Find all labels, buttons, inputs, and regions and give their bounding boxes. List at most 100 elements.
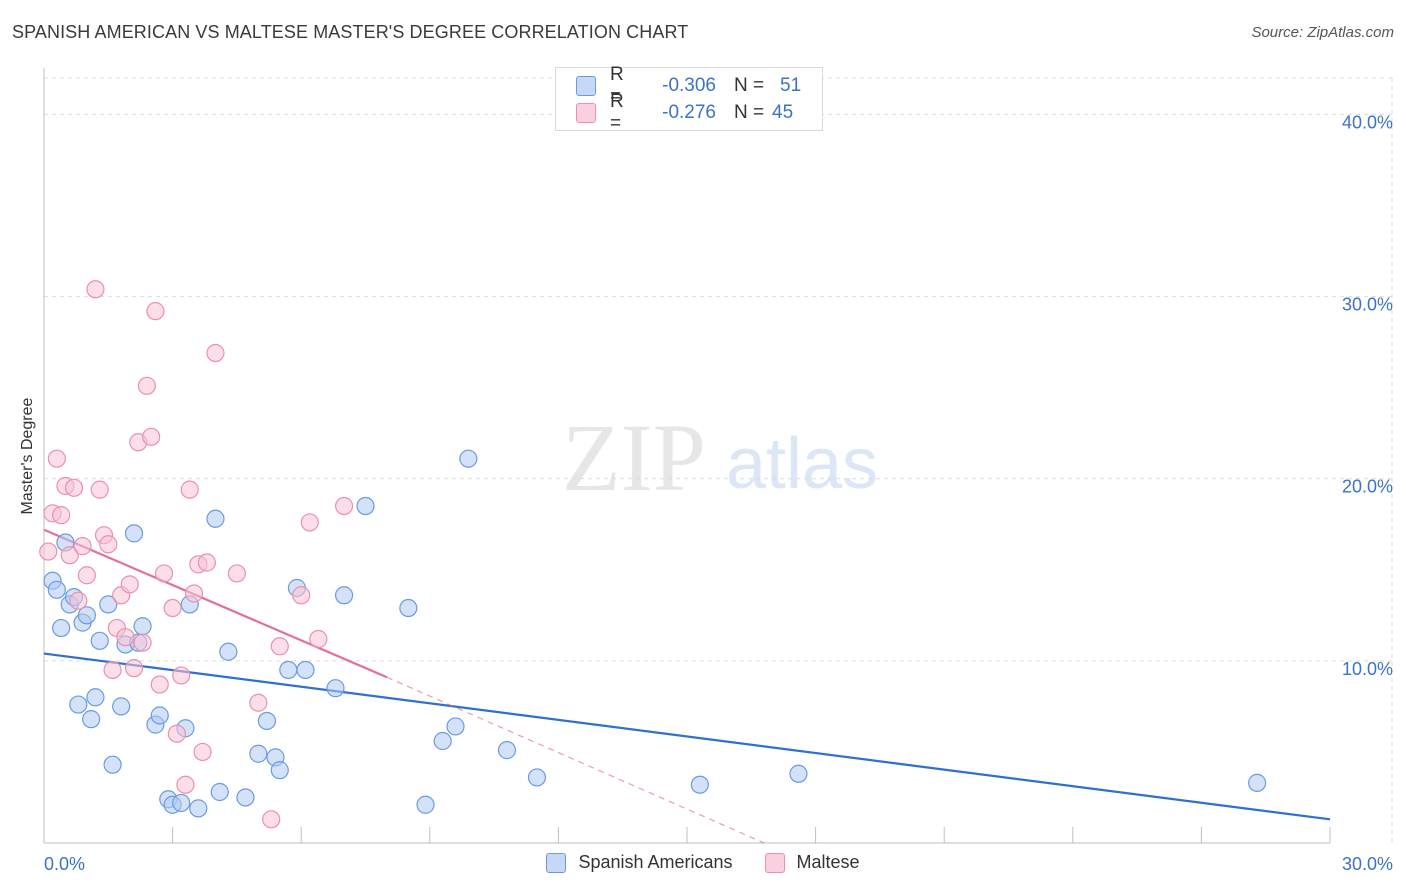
maltese-point bbox=[116, 628, 135, 647]
spanish-american-point bbox=[77, 606, 96, 625]
spanish-american-point bbox=[150, 706, 169, 725]
n-label: N = bbox=[734, 102, 765, 123]
spanish-american-point bbox=[334, 586, 354, 605]
spanish-american-point bbox=[326, 679, 345, 698]
maltese-point bbox=[60, 546, 79, 565]
maltese-point bbox=[120, 575, 139, 594]
n-label: N = bbox=[734, 75, 765, 96]
maltese-point bbox=[47, 449, 66, 468]
spanish-american-point bbox=[249, 744, 268, 763]
maltese-point bbox=[39, 542, 58, 561]
spanish-american-point bbox=[124, 524, 144, 543]
r-value: -0.276 bbox=[662, 102, 716, 123]
legend-item-spanish-americans[interactable]: Spanish Americans bbox=[546, 852, 733, 873]
y-tick-label: 40.0% bbox=[1342, 112, 1393, 132]
maltese-point bbox=[146, 302, 165, 321]
maltese-point bbox=[86, 280, 105, 299]
maltese-point bbox=[52, 506, 71, 525]
maltese-point bbox=[103, 660, 122, 680]
maltese-point bbox=[292, 586, 311, 605]
spanish-american-point bbox=[90, 631, 109, 650]
maltese-point bbox=[124, 659, 144, 678]
spanish-american-point bbox=[47, 580, 66, 599]
spanish-american-point bbox=[236, 788, 255, 807]
maltese-point bbox=[90, 480, 109, 499]
maltese-point bbox=[193, 742, 212, 762]
r-label: R = bbox=[610, 64, 624, 107]
source-credit: Source: ZipAtlas.com bbox=[1251, 24, 1394, 41]
maltese-point bbox=[249, 693, 268, 712]
series-legend: Spanish Americans Maltese bbox=[0, 852, 1406, 873]
maltese-point bbox=[150, 675, 169, 694]
pink-swatch bbox=[764, 852, 785, 873]
x-tick-label: 0.0% bbox=[44, 854, 85, 874]
r-label: R = bbox=[610, 91, 624, 134]
maltese-point bbox=[309, 629, 328, 649]
spanish-american-point bbox=[69, 695, 88, 714]
pink-swatch bbox=[576, 103, 596, 123]
spanish-american-point bbox=[257, 711, 277, 731]
r-value: -0.306 bbox=[662, 75, 716, 96]
maltese-point bbox=[180, 480, 199, 499]
maltese-point bbox=[133, 633, 152, 652]
x-tick-label: 30.0% bbox=[1342, 854, 1393, 874]
spanish-american-point bbox=[279, 660, 298, 680]
maltese-point bbox=[154, 564, 174, 583]
maltese-point bbox=[176, 775, 195, 794]
maltese-point bbox=[99, 535, 118, 554]
spanish-american-point bbox=[690, 775, 709, 794]
watermark-zip: ZIP bbox=[562, 404, 706, 511]
maltese-point bbox=[206, 343, 225, 363]
spanish-american-point bbox=[459, 449, 478, 468]
maltese-point bbox=[73, 537, 92, 556]
maltese-point bbox=[300, 513, 319, 532]
maltese-trendline bbox=[43, 528, 388, 679]
spanish-american-point bbox=[446, 717, 465, 736]
spanish-american-point bbox=[172, 793, 191, 813]
spanish-american-point bbox=[52, 618, 71, 638]
legend-label: Spanish Americans bbox=[578, 852, 733, 872]
maltese-point bbox=[227, 564, 246, 583]
spanish-american-trendline bbox=[43, 652, 1331, 821]
n-value: 45 bbox=[772, 102, 794, 123]
spanish-american-point bbox=[296, 660, 315, 680]
spanish-american-point bbox=[399, 598, 418, 618]
blue-swatch bbox=[576, 76, 596, 96]
maltese-point bbox=[137, 376, 156, 395]
spanish-american-point bbox=[789, 764, 808, 783]
spanish-american-point bbox=[103, 755, 122, 774]
spanish-american-point bbox=[433, 731, 452, 751]
maltese-point bbox=[77, 566, 96, 585]
chart-title: SPANISH AMERICAN VS MALTESE MASTER'S DEG… bbox=[12, 22, 689, 42]
watermark-atlas: atlas bbox=[726, 424, 878, 504]
maltese-point bbox=[184, 584, 204, 603]
legend-item-maltese[interactable]: Maltese bbox=[764, 852, 860, 873]
maltese-point bbox=[142, 427, 161, 446]
spanish-american-point bbox=[219, 642, 238, 661]
spanish-american-point bbox=[206, 509, 225, 528]
spanish-american-point bbox=[82, 710, 101, 729]
maltese-point bbox=[197, 553, 216, 572]
blue-swatch bbox=[546, 852, 567, 873]
y-tick-label: 10.0% bbox=[1342, 659, 1393, 679]
stats-row-spanish-americans: R = -0.306 N = 51 bbox=[576, 64, 801, 107]
stats-row-maltese: R = -0.276 N = 45 bbox=[576, 91, 794, 134]
spanish-american-point bbox=[133, 617, 152, 636]
spanish-american-point bbox=[99, 595, 118, 614]
maltese-point bbox=[270, 637, 289, 656]
maltese-trendline-extension bbox=[386, 676, 765, 844]
legend-label: Maltese bbox=[796, 852, 860, 872]
spanish-american-point bbox=[416, 795, 435, 814]
spanish-american-point bbox=[1248, 773, 1267, 792]
spanish-american-point bbox=[356, 496, 375, 516]
spanish-american-point bbox=[270, 761, 289, 780]
y-tick-label: 20.0% bbox=[1342, 477, 1393, 497]
maltese-point bbox=[334, 496, 354, 516]
y-tick-label: 30.0% bbox=[1342, 295, 1393, 315]
maltese-point bbox=[262, 810, 281, 829]
spanish-american-point bbox=[527, 768, 547, 787]
spanish-american-point bbox=[189, 799, 208, 818]
spanish-american-point bbox=[210, 782, 229, 802]
spanish-american-point bbox=[86, 688, 105, 707]
